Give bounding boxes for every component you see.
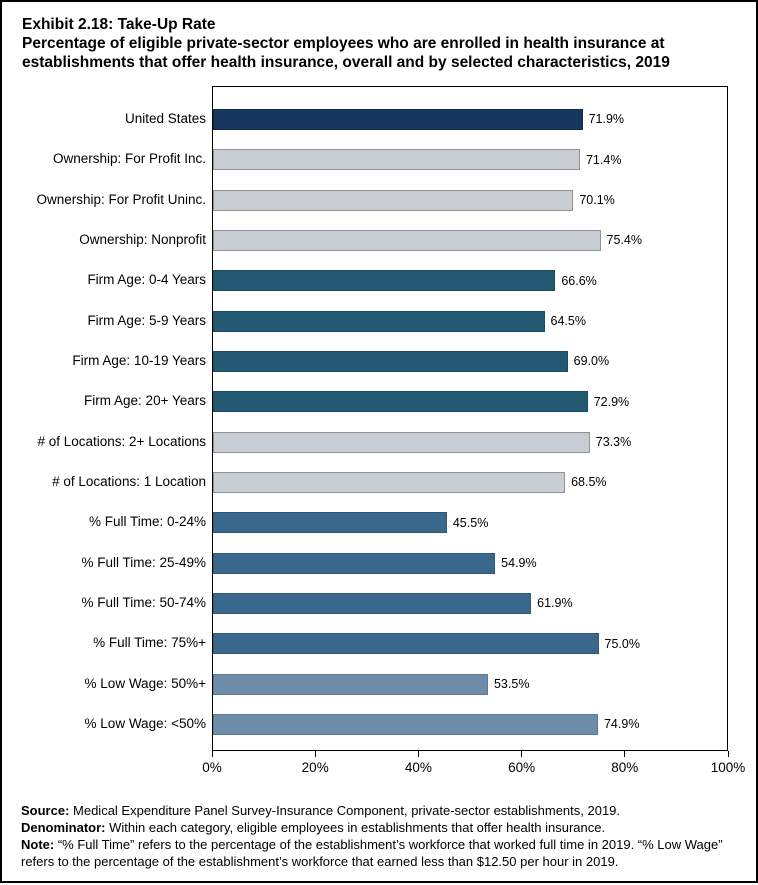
axis-tick-label: 60%	[508, 760, 536, 775]
category-label: % Full Time: 0-24%	[88, 514, 206, 530]
axis-tick	[211, 751, 213, 757]
footnote: Note: “% Full Time” refers to the percen…	[21, 836, 739, 870]
footnote-text: “% Full Time” refers to the percentage o…	[21, 837, 723, 869]
value-label: 45.5%	[452, 515, 489, 530]
footnote-text: Within each category, eligible employees…	[105, 820, 606, 835]
x-axis: 0% 20% 40% 60% 80% 100%	[202, 751, 745, 781]
category-label: % Full Time: 75%+	[93, 635, 206, 651]
footnote: Denominator: Within each category, eligi…	[21, 819, 739, 836]
value-label: 69.0%	[573, 354, 610, 369]
bar-full_time	[213, 633, 599, 655]
bar-full_time	[213, 552, 496, 574]
category-label: # of Locations: 1 Location	[52, 473, 206, 489]
footnote-label: Note:	[21, 837, 55, 852]
bar-full_time	[213, 592, 532, 614]
axis-tick	[521, 751, 523, 757]
axis-tick	[314, 751, 316, 757]
value-label: 71.4%	[585, 152, 622, 167]
axis-tick-label: 80%	[611, 760, 639, 775]
value-label: 75.4%	[606, 233, 642, 248]
bar-firm_age	[213, 350, 568, 372]
bar-full_time	[213, 512, 447, 534]
category-label: Ownership: For Profit Uninc.	[36, 191, 206, 207]
category-label: Ownership: Nonprofit	[79, 231, 206, 247]
value-label: 66.6%	[561, 273, 597, 288]
category-label: Firm Age: 5-9 Years	[87, 312, 206, 328]
category-label: % Full Time: 25-49%	[81, 554, 206, 570]
title-block: Exhibit 2.18: Take-Up Rate Percentage of…	[22, 15, 734, 72]
axis-tick	[417, 751, 419, 757]
axis-tick	[727, 751, 729, 757]
value-label: 74.9%	[603, 717, 640, 732]
bar-low_wage	[213, 673, 488, 695]
bar-firm_age	[213, 270, 556, 292]
value-label: 70.1%	[579, 193, 615, 208]
value-label: 71.9%	[588, 112, 625, 127]
plot-area: 71.9% 71.4% 70.1% 75.4% 66.6% 64.5% 69.0% 72.9%…	[212, 86, 728, 751]
bar-firm_age	[213, 391, 588, 413]
value-label: 72.9%	[593, 394, 630, 409]
category-label: United States	[124, 110, 206, 126]
bar-locations	[213, 471, 566, 493]
exhibit-title: Exhibit 2.18: Take-Up Rate	[22, 16, 216, 33]
category-label: # of Locations: 2+ Locations	[37, 433, 207, 449]
category-label: % Low Wage: 50%+	[84, 675, 206, 691]
axis-tick-label: 0%	[202, 760, 222, 775]
footnote: Source: Medical Expenditure Panel Survey…	[21, 802, 739, 819]
bar-firm_age	[213, 310, 545, 332]
bar-overall	[213, 108, 583, 130]
bar-locations	[213, 431, 590, 453]
value-label: 53.5%	[493, 677, 530, 692]
category-label: % Full Time: 50-74%	[81, 594, 206, 610]
bar-low_wage	[213, 713, 598, 735]
footnote-text: Medical Expenditure Panel Survey-Insuran…	[69, 803, 621, 818]
bar-ownership	[213, 229, 601, 251]
category-label: Ownership: For Profit Inc.	[52, 151, 206, 167]
value-label: 68.5%	[571, 475, 607, 490]
category-label: Firm Age: 20+ Years	[84, 393, 206, 409]
value-label: 64.5%	[550, 314, 586, 329]
axis-tick-label: 20%	[301, 760, 329, 775]
value-label: 54.9%	[501, 556, 537, 571]
footnotes: Source: Medical Expenditure Panel Survey…	[21, 802, 739, 870]
value-label: 75.0%	[604, 636, 640, 651]
footnote-label: Source:	[21, 803, 70, 818]
category-label: Firm Age: 0-4 Years	[87, 272, 206, 288]
bar-ownership	[213, 189, 574, 211]
exhibit-subtitle: Percentage of eligible private-sector em…	[22, 35, 670, 71]
axis-tick-label: 40%	[404, 760, 432, 775]
category-label: Firm Age: 10-19 Years	[72, 352, 206, 368]
bar-ownership	[213, 149, 580, 171]
axis-tick-label: 100%	[710, 760, 746, 775]
category-label: % Low Wage: <50%	[84, 715, 206, 731]
value-label: 73.3%	[595, 435, 632, 450]
axis-tick	[624, 751, 626, 757]
footnote-label: Denominator:	[21, 820, 106, 835]
value-label: 61.9%	[537, 596, 573, 611]
